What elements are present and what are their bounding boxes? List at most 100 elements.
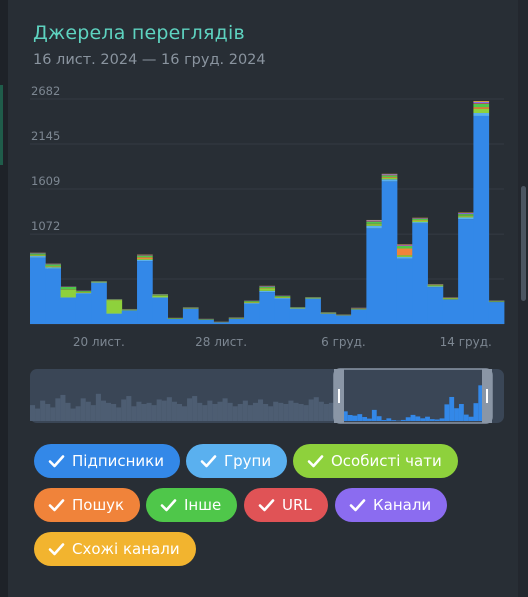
- bar-segment: [427, 287, 444, 324]
- bar-segment: [45, 266, 61, 268]
- navigator-preview-bar: [376, 416, 382, 421]
- navigator-bar: [55, 398, 61, 421]
- toggle-similar-channels-button[interactable]: Схожі канали: [34, 532, 196, 566]
- navigator-preview-bar: [400, 419, 406, 421]
- toggle-label: Особисті чати: [331, 452, 442, 470]
- bar-segment: [228, 318, 245, 324]
- bar-segment: [45, 267, 61, 269]
- toggle-channels-button[interactable]: Канали: [335, 488, 448, 522]
- navigator-bar: [227, 402, 233, 421]
- navigator-bar: [237, 404, 243, 421]
- bar-segment: [30, 253, 46, 255]
- bar-segment: [274, 297, 291, 299]
- bar-segment: [366, 224, 383, 226]
- sidebar-edge: [0, 0, 8, 597]
- bar-segment: [396, 244, 413, 246]
- navigator-bar: [60, 394, 66, 421]
- navigator-bar: [161, 400, 167, 421]
- scrollbar-thumb[interactable]: [521, 186, 526, 301]
- check-icon: [200, 455, 217, 468]
- bar-segment: [412, 218, 428, 220]
- navigator-bar: [222, 398, 228, 421]
- bar-segment: [45, 268, 61, 324]
- navigator-bar: [166, 397, 172, 421]
- navigator-bar: [90, 405, 96, 421]
- navigator-preview-bar: [434, 419, 440, 421]
- bar-segment: [351, 309, 367, 324]
- bar-segment: [473, 103, 490, 108]
- bar-segment: [458, 216, 474, 218]
- check-icon: [307, 455, 324, 468]
- navigator-bar: [176, 404, 182, 421]
- bar-segment: [458, 217, 474, 220]
- navigator-bar: [171, 401, 177, 421]
- bar-segment: [259, 286, 276, 288]
- navigator-bar: [202, 405, 208, 421]
- toggle-url-button[interactable]: URL: [244, 488, 328, 522]
- navigator-bar: [247, 405, 253, 421]
- navigator-bar: [136, 401, 142, 421]
- bar-segment: [427, 284, 444, 286]
- bar-segment: [320, 313, 337, 324]
- navigator-bar: [106, 402, 112, 421]
- toggle-label: Підписники: [72, 452, 164, 470]
- navigator-preview-bar: [458, 404, 464, 421]
- navigator-bar: [75, 406, 81, 421]
- bar-segment: [244, 301, 260, 302]
- bar-segment: [381, 174, 398, 176]
- navigator-preview-bar: [420, 418, 426, 421]
- y-tick-label: 1609: [31, 174, 60, 188]
- navigator-preview-bar: [362, 417, 368, 421]
- navigator-bar: [151, 405, 157, 421]
- navigator-preview-bar: [347, 415, 353, 421]
- navigator-preview-bar: [342, 411, 348, 421]
- toggle-subscribers-button[interactable]: Підписники: [34, 444, 180, 478]
- bar-segment: [458, 219, 474, 324]
- navigator-bar: [146, 402, 152, 421]
- navigator-bar: [318, 401, 324, 421]
- bar-segment: [30, 256, 46, 258]
- bar-segment: [473, 101, 490, 102]
- bar-segment: [396, 248, 413, 256]
- toggle-private-chats-button[interactable]: Особисті чати: [293, 444, 458, 478]
- bar-segment: [137, 259, 153, 262]
- bar-segment: [137, 257, 153, 259]
- scrollbar-track[interactable]: [518, 0, 528, 597]
- navigator-preview-bar: [371, 409, 377, 421]
- toggle-label: Пошук: [72, 496, 125, 514]
- bar-segment: [152, 297, 169, 298]
- toggle-groups-button[interactable]: Групи: [186, 444, 288, 478]
- bar-segment: [473, 115, 490, 324]
- bar-segment: [396, 256, 413, 259]
- y-tick-label: 1072: [31, 219, 60, 233]
- navigator-bar: [212, 404, 218, 421]
- bar-segment: [75, 291, 92, 292]
- y-tick-label: 2145: [31, 129, 60, 143]
- bar-segment: [458, 213, 474, 214]
- bar-segment: [152, 295, 169, 298]
- navigator-bar: [111, 404, 117, 421]
- bar-segment: [412, 222, 428, 224]
- bar-segment: [152, 297, 169, 324]
- navigator-bar: [268, 406, 274, 421]
- navigator-preview-bar: [439, 418, 445, 421]
- bar-segment: [427, 286, 444, 288]
- bar-segment: [182, 308, 199, 324]
- navigator-bar: [232, 406, 238, 421]
- navigator-bar: [100, 400, 106, 421]
- bar-segment: [274, 296, 291, 297]
- navigator-bar: [328, 402, 334, 421]
- bar-segment: [213, 322, 230, 324]
- bar-segment: [259, 288, 276, 291]
- navigator-bar: [258, 399, 264, 421]
- navigator-preview-bar: [429, 419, 435, 421]
- navigator-bar: [80, 398, 86, 421]
- toggle-search-button[interactable]: Пошук: [34, 488, 141, 522]
- toggle-other-button[interactable]: Інше: [146, 488, 238, 522]
- navigator-preview-bar: [425, 416, 430, 421]
- navigator-bar: [298, 404, 304, 421]
- navigator-bar: [323, 404, 329, 421]
- bar-segment: [473, 113, 490, 116]
- bar-segment: [45, 264, 61, 267]
- navigator-bar: [116, 407, 122, 421]
